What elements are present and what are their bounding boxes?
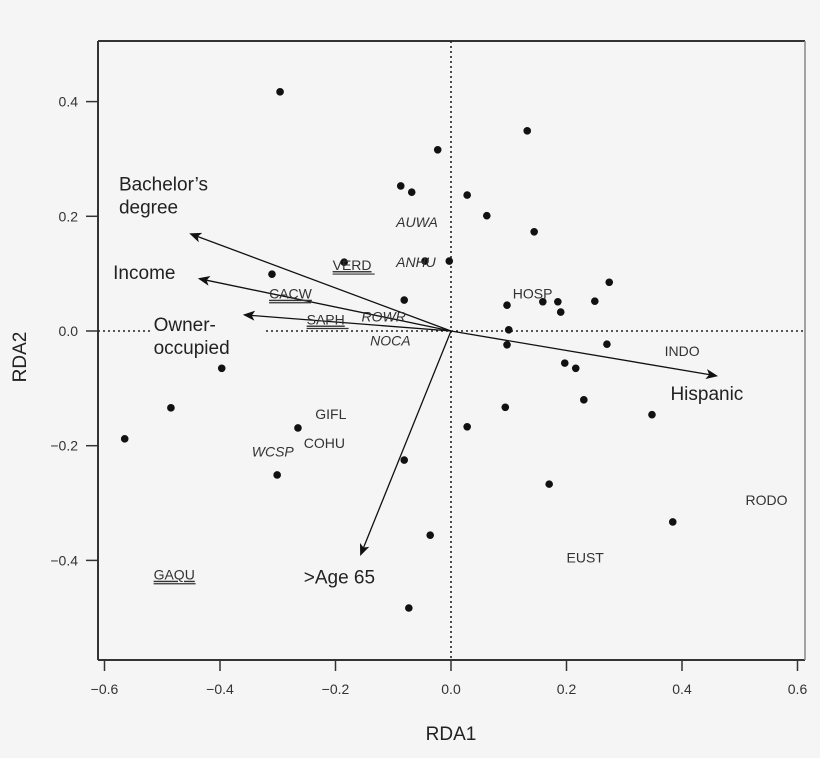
species-label-rodo: RODO <box>746 492 788 508</box>
vector-label: Owner-occupied <box>154 315 230 359</box>
site-point <box>276 88 284 96</box>
site-point <box>503 340 511 349</box>
site-point <box>421 257 429 265</box>
y-tick-label: 0.0 <box>59 323 79 339</box>
site-point <box>426 531 435 539</box>
vector-label-line: >Age 65 <box>304 567 375 588</box>
reference-lines <box>98 41 805 660</box>
y-tick-label: −0.2 <box>50 438 78 454</box>
species-label-anhu: ANHU <box>395 254 437 270</box>
vector-label: Hispanic <box>670 384 743 405</box>
site-point <box>530 227 538 236</box>
species-label-noca: NOCA <box>370 333 410 349</box>
site-point <box>539 297 547 306</box>
site-point <box>294 424 302 432</box>
species-label-gifl: GIFL <box>315 406 346 422</box>
site-point <box>340 258 348 266</box>
site-point <box>560 359 569 367</box>
vector-label-line: Owner- <box>154 315 216 336</box>
vector-label-line: Bachelor’s <box>119 174 208 195</box>
site-point <box>400 296 409 304</box>
species-label-eust: EUST <box>567 550 605 566</box>
site-point <box>504 326 513 334</box>
site-point <box>501 403 510 412</box>
species-label-verd: VERD <box>333 257 372 273</box>
site-point <box>545 480 553 488</box>
site-point <box>120 435 129 443</box>
site-point <box>483 211 491 220</box>
site-points <box>120 88 677 612</box>
y-axis-title: RDA2 <box>10 332 31 383</box>
x-tick-label: −0.2 <box>322 681 350 697</box>
species-labels: AUWA ANHU VERD CACW SAPH ROWR NOCA HOSP INDO GIFL… <box>153 214 788 585</box>
vector-arrow <box>450 330 719 379</box>
site-point <box>463 422 471 431</box>
vector-label-line: Income <box>113 263 175 284</box>
y-tick-label: −0.4 <box>50 552 78 568</box>
site-point <box>603 340 611 348</box>
site-point <box>503 301 511 309</box>
species-label-saph: SAPH <box>307 312 345 328</box>
species-label-indo: INDO <box>665 343 700 359</box>
site-point <box>556 308 565 316</box>
y-tick-label: 0.2 <box>59 208 79 224</box>
site-point <box>605 278 614 287</box>
species-label-auwa: AUWA <box>395 214 438 230</box>
vector-label-line: degree <box>119 197 178 218</box>
species-label-rowr: ROWR <box>361 309 405 325</box>
x-tick-label: 0.6 <box>788 681 808 697</box>
x-axis-title: RDA1 <box>426 724 477 745</box>
site-point <box>580 396 588 404</box>
vector-label-line: Hispanic <box>670 384 743 405</box>
x-tick-label: 0.2 <box>557 681 577 697</box>
site-point <box>463 191 471 199</box>
vector-arrow <box>197 275 452 332</box>
site-point <box>571 364 580 373</box>
y-axis: −0.4 −0.2 0.0 0.2 0.4 <box>50 94 98 568</box>
species-label-gaqu: GAQU <box>154 567 195 583</box>
site-point <box>433 145 442 154</box>
species-label-hosp: HOSP <box>513 286 553 302</box>
vector-label-line: occupied <box>154 338 230 359</box>
site-point <box>523 127 532 135</box>
site-point <box>445 257 454 265</box>
site-point <box>405 604 413 612</box>
site-point <box>273 471 281 479</box>
vector-label: Income <box>113 263 175 284</box>
species-label-wcsp: WCSP <box>252 443 295 459</box>
species-label-cohu: COHU <box>304 435 345 451</box>
site-point <box>167 404 175 412</box>
x-tick-label: 0.4 <box>672 681 692 697</box>
x-tick-label: −0.6 <box>91 681 119 697</box>
vector-label: >Age 65 <box>304 567 375 588</box>
vector-arrow <box>189 232 452 332</box>
y-tick-label: 0.4 <box>59 94 79 110</box>
species-label-cacw: CACW <box>269 286 313 302</box>
site-point <box>217 364 226 373</box>
site-point <box>590 297 599 305</box>
vector-arrow <box>360 330 452 556</box>
site-point <box>400 456 409 464</box>
site-point <box>554 297 562 306</box>
vector-arrow <box>242 310 452 332</box>
environmental-vectors: Bachelor’s degree Income Owner-occupied Hisp… <box>113 174 743 588</box>
site-point <box>648 410 656 419</box>
site-point <box>396 182 405 190</box>
x-tick-label: 0.0 <box>441 681 461 697</box>
x-tick-label: −0.4 <box>206 681 234 697</box>
site-point <box>668 518 677 526</box>
vector-label: Bachelor’s degree <box>119 174 208 218</box>
site-point <box>407 188 416 197</box>
site-point <box>268 270 276 279</box>
x-axis: −0.6 −0.4 −0.2 0.0 0.2 0.4 0.6 <box>91 660 808 697</box>
